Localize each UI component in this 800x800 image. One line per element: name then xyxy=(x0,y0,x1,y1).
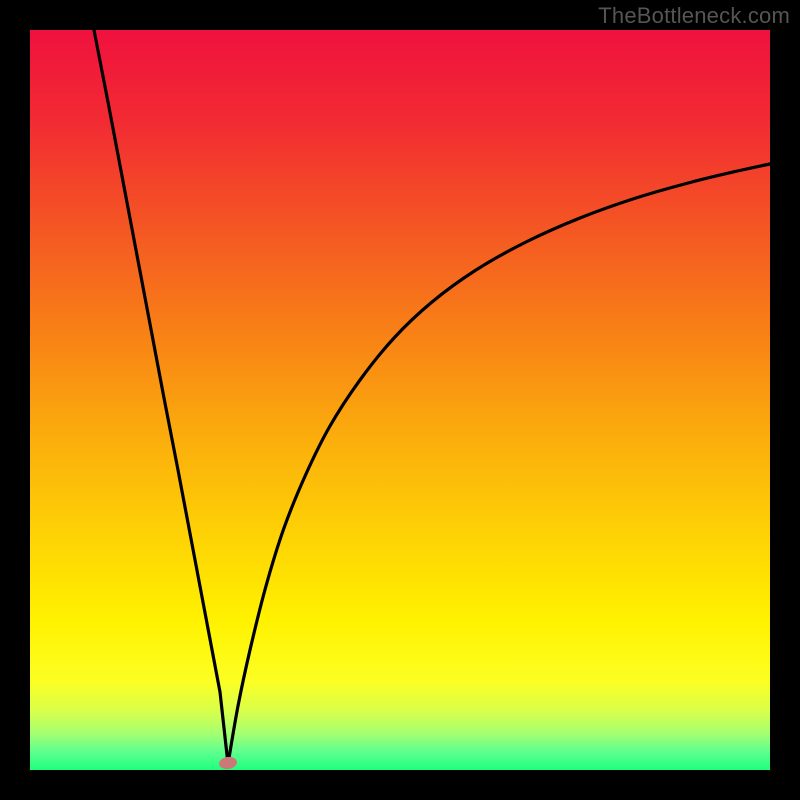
curve-svg xyxy=(30,30,770,770)
curve-right-segment xyxy=(228,164,770,764)
plot-area xyxy=(30,30,770,770)
chart-container: TheBottleneck.com xyxy=(0,0,800,800)
curve-left-segment xyxy=(94,30,228,764)
attribution-text: TheBottleneck.com xyxy=(598,3,790,29)
minimum-marker xyxy=(218,756,237,770)
